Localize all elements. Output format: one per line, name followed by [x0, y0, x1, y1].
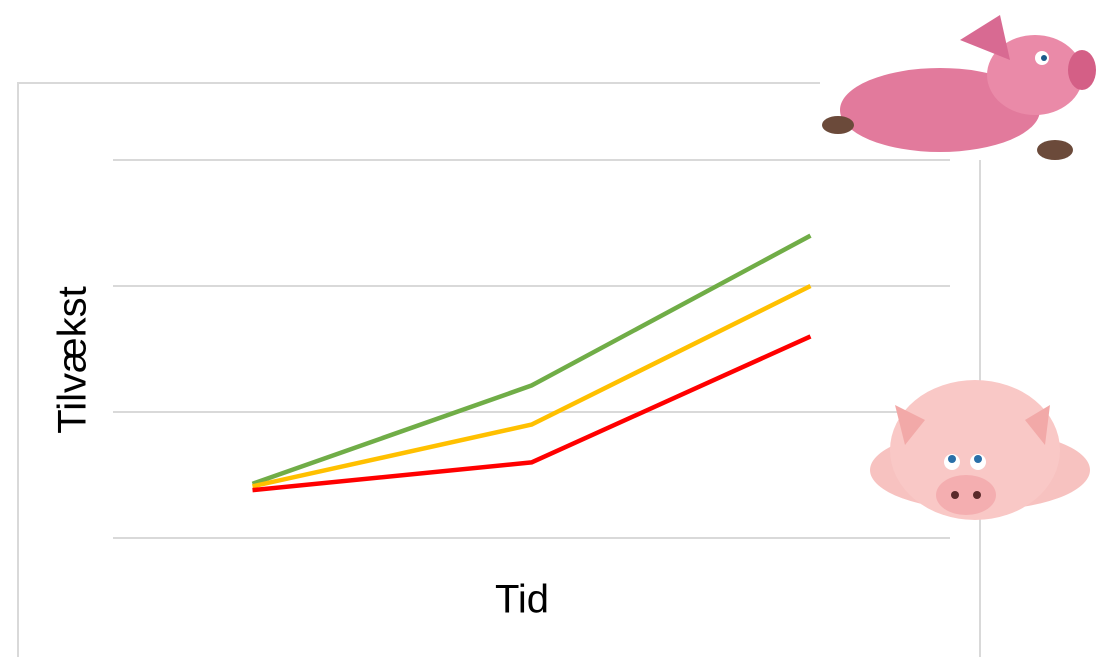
series-line — [252, 283, 812, 489]
running-pig-illustration — [822, 15, 1096, 160]
chart-frame — [17, 82, 981, 657]
x-axis-title: Tid — [495, 578, 549, 622]
series-line — [251, 233, 812, 486]
plot-area — [113, 159, 950, 539]
sad-pig-illustration — [870, 380, 1090, 520]
series-line — [252, 334, 812, 493]
y-axis-title: Tilvækst — [51, 286, 95, 433]
